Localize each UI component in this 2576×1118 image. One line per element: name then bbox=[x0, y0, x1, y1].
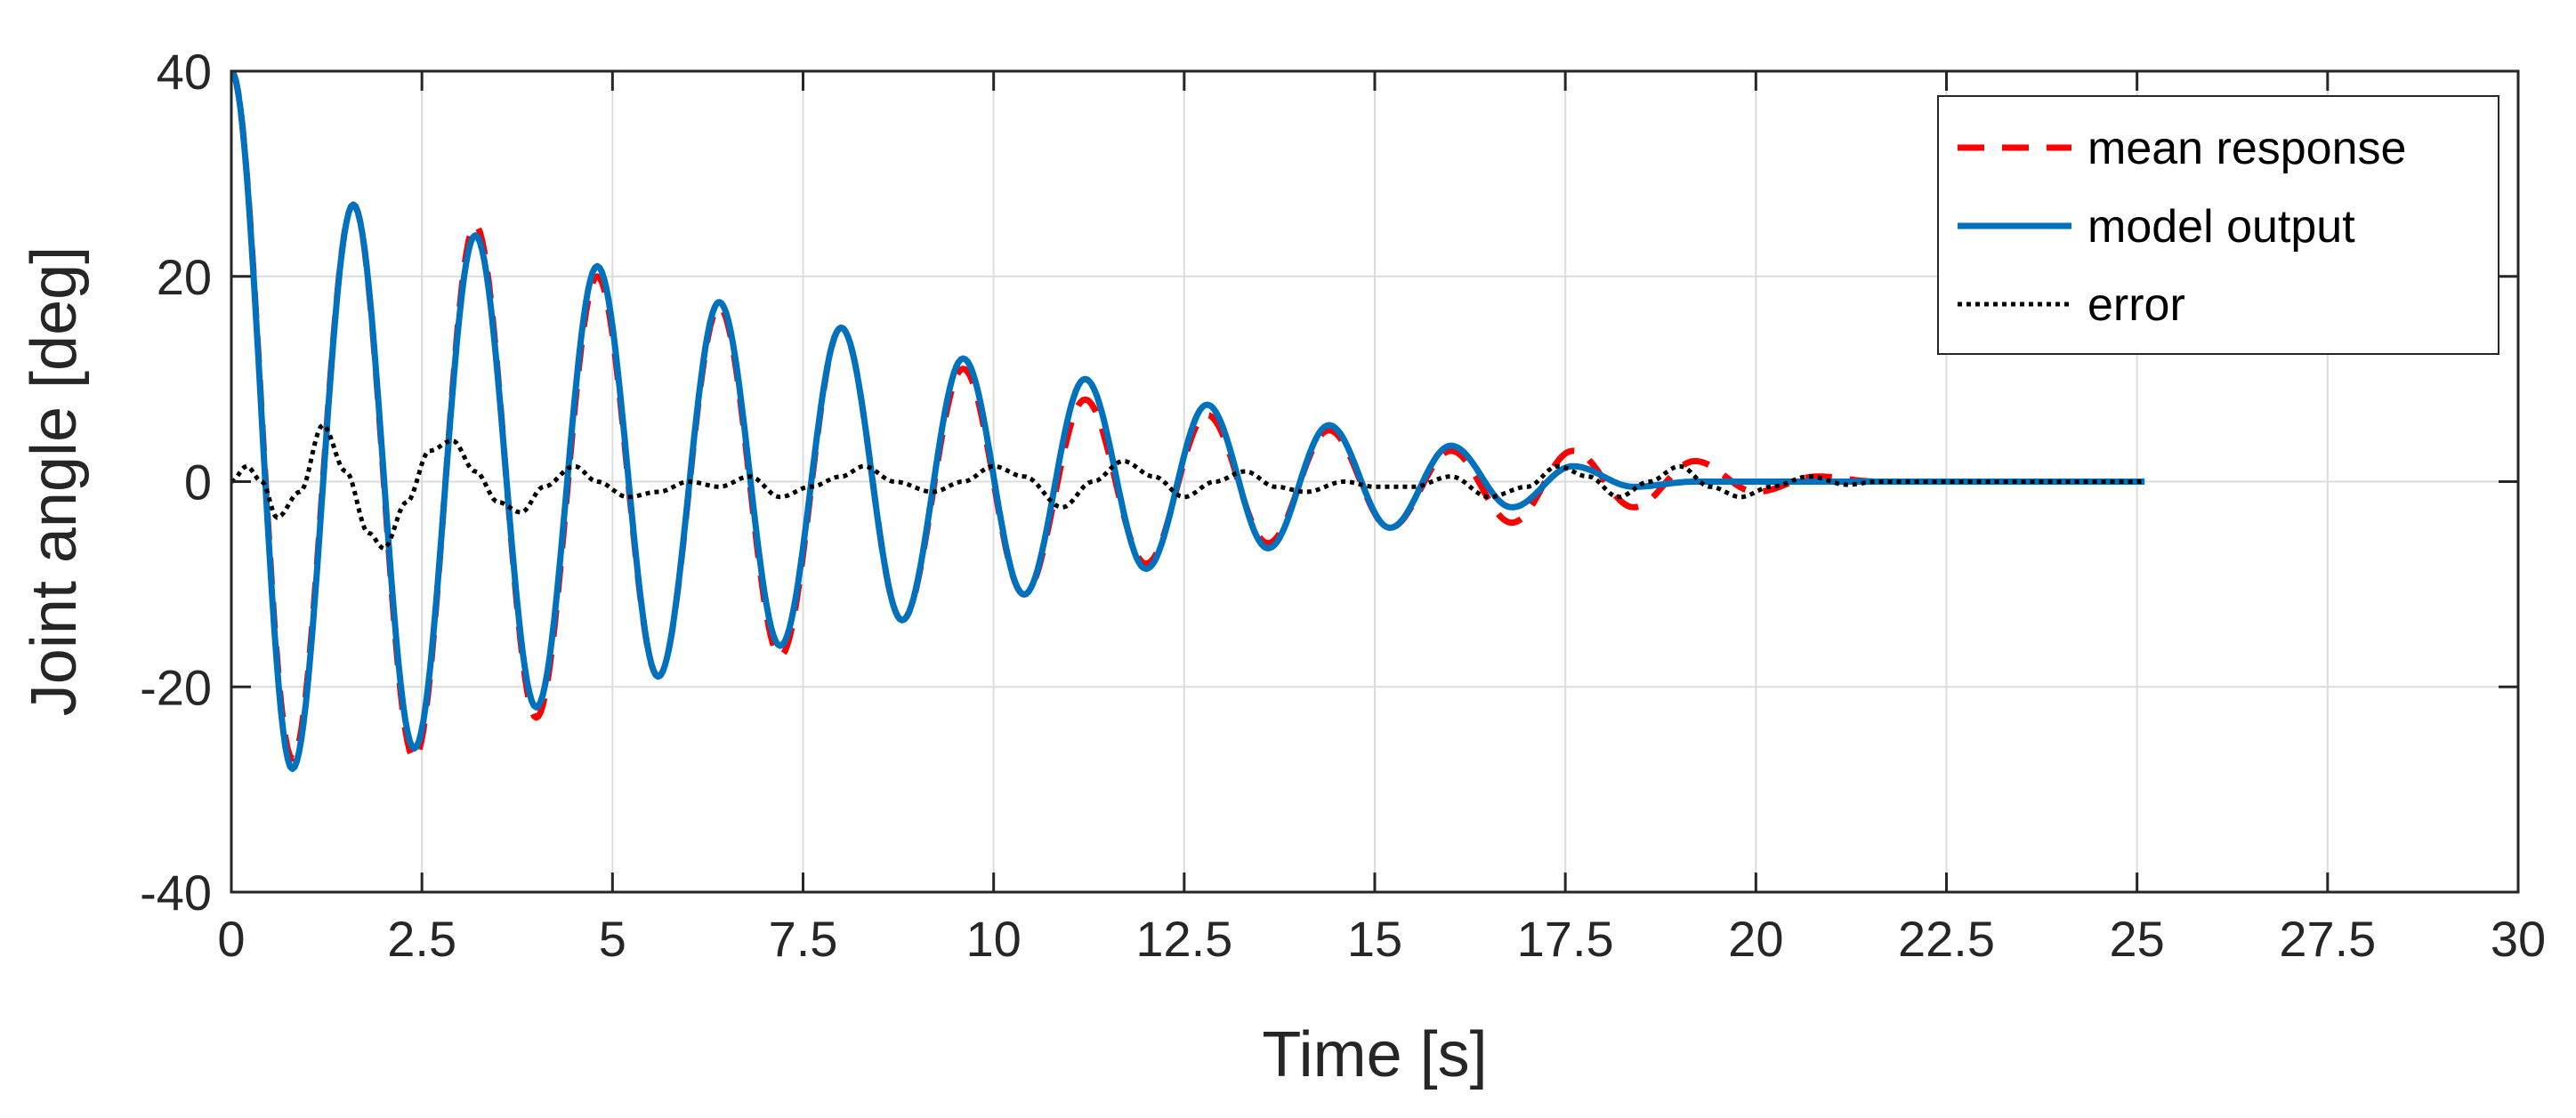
x-tick-label: 2.5 bbox=[387, 911, 456, 967]
legend-label-model-output: model output bbox=[2087, 201, 2355, 253]
x-tick-label: 25 bbox=[2110, 911, 2165, 967]
x-tick-label: 17.5 bbox=[1517, 911, 1614, 967]
x-tick-label: 7.5 bbox=[769, 911, 838, 967]
legend: mean response model output error bbox=[1937, 95, 2499, 355]
series-group bbox=[231, 71, 2146, 772]
x-tick-label: 30 bbox=[2491, 911, 2546, 967]
y-tick-label: -20 bbox=[140, 659, 212, 715]
y-axis-label: Joint angle [deg] bbox=[19, 246, 90, 716]
x-tick-label: 10 bbox=[966, 911, 1022, 967]
x-tick-label: 27.5 bbox=[2279, 911, 2376, 967]
ticks: 0 2.5 5 7.5 10 12.5 15 17.5 20 22.5 25 27.5 30 -40 -20… bbox=[140, 44, 2546, 967]
x-tick-label: 0 bbox=[217, 911, 245, 967]
x-tick-label: 5 bbox=[599, 911, 626, 967]
x-tick-label: 12.5 bbox=[1135, 911, 1232, 967]
y-tick-label: 0 bbox=[184, 454, 212, 511]
y-tick-label: -40 bbox=[140, 865, 212, 921]
legend-label-error: error bbox=[2087, 279, 2185, 331]
axis-labels: Time [s] Joint angle [deg] bbox=[19, 246, 1488, 1090]
y-tick-label: 40 bbox=[157, 44, 212, 100]
legend-label-mean-response: mean response bbox=[2087, 123, 2406, 174]
series-line-error bbox=[231, 422, 2145, 551]
x-axis-label: Time [s] bbox=[1262, 1019, 1487, 1090]
x-tick-label: 15 bbox=[1347, 911, 1402, 967]
series-line-model-output bbox=[231, 71, 2146, 772]
x-tick-label: 20 bbox=[1728, 911, 1783, 967]
y-tick-label: 20 bbox=[157, 249, 212, 305]
x-tick-label: 22.5 bbox=[1898, 911, 1995, 967]
